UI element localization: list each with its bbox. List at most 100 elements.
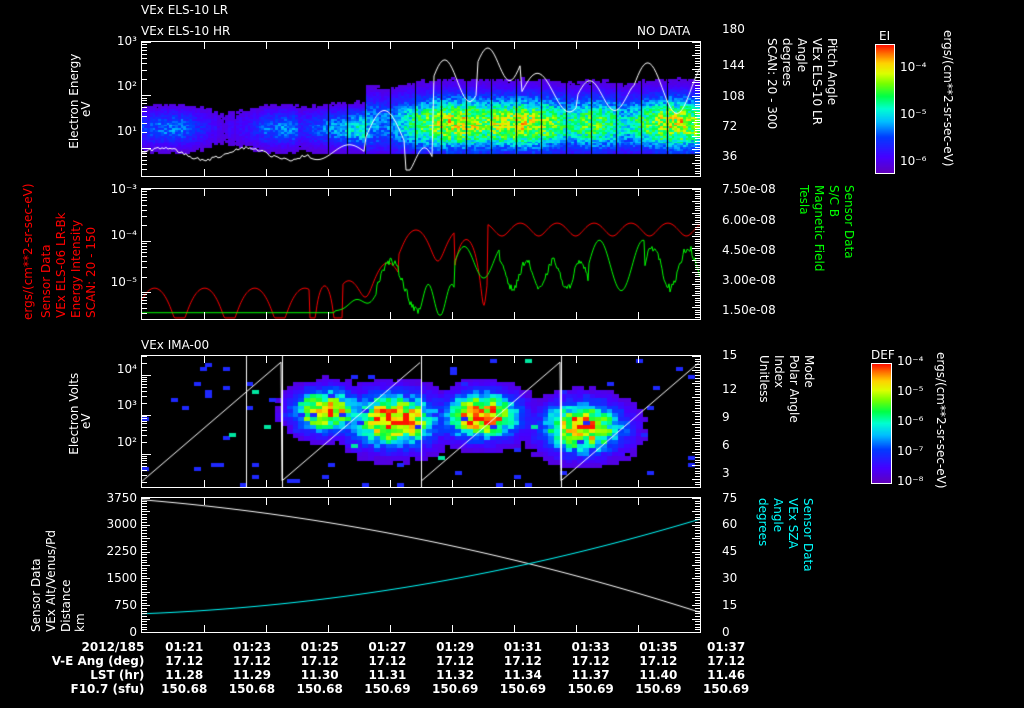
- y-tick: [695, 536, 700, 537]
- y-tick: [142, 621, 147, 622]
- panel3-colorbar: [871, 363, 892, 484]
- table-cell: 11.31: [368, 668, 407, 682]
- y-tick: [695, 432, 700, 433]
- y-tick: [695, 391, 700, 392]
- y-tick: [695, 446, 700, 447]
- x-tick: [266, 312, 267, 319]
- y-tick: [142, 573, 147, 574]
- y-tick: [692, 201, 700, 202]
- y-tick: [695, 375, 700, 376]
- y-tick: [692, 189, 700, 190]
- y-tick: [695, 597, 700, 598]
- y-tick: [695, 506, 700, 507]
- y-tick: [695, 584, 700, 585]
- panel1-title-hr: VEx ELS-10 HR: [141, 24, 231, 38]
- panel4-right-label-sensor: Sensor Data: [801, 498, 815, 572]
- y-tick: [692, 356, 700, 357]
- y-tick: [695, 210, 700, 211]
- y-tick: [695, 171, 700, 172]
- y-tick: [142, 627, 147, 628]
- y-tick: [695, 361, 700, 362]
- y-tick: [692, 69, 700, 70]
- panel3-rtick-4: 3: [722, 466, 730, 480]
- y-tick: [695, 430, 700, 431]
- x-tick: [390, 625, 391, 632]
- y-tick: [142, 603, 147, 604]
- x-tick: [204, 356, 205, 363]
- y-tick: [692, 411, 700, 412]
- panel2-right-label-quantity: Magnetic Field: [812, 185, 826, 272]
- y-tick: [142, 560, 147, 561]
- y-tick: [692, 319, 700, 320]
- y-tick: [695, 503, 700, 504]
- panel1-colorbar-unit: ergs/(cm**2-sr-sec-eV): [941, 30, 955, 167]
- y-tick: [142, 297, 147, 298]
- y-tick: [695, 130, 700, 131]
- y-tick: [142, 503, 147, 504]
- panel4-ytick-3: 1500: [106, 571, 137, 585]
- table-cell: 150.68: [296, 682, 343, 696]
- panel1-rtick-4: 36: [722, 149, 738, 163]
- y-tick: [695, 58, 700, 59]
- y-tick: [695, 47, 700, 48]
- table-row: 2012/185 01:21 01:23 01:25 01:27 01:29 01:31 01…: [0, 640, 760, 654]
- panel3-right-label-polar: Polar Angle: [787, 355, 801, 423]
- panel4-ytick-1: 3000: [106, 517, 137, 531]
- panel3-colorbar-title: DEF: [871, 348, 895, 362]
- x-tick: [390, 169, 391, 176]
- y-tick: [142, 391, 147, 392]
- x-tick: [204, 498, 205, 505]
- y-tick: [695, 255, 700, 256]
- y-tick: [692, 307, 700, 308]
- y-tick: [142, 509, 147, 510]
- y-tick: [695, 227, 700, 228]
- y-tick: [695, 258, 700, 259]
- y-tick: [695, 104, 700, 105]
- x-tick: [328, 498, 329, 505]
- y-tick: [142, 616, 147, 617]
- table-cell: 150.69: [567, 682, 614, 696]
- x-tick: [576, 169, 577, 176]
- y-tick: [142, 303, 147, 304]
- panel4-right-label-sza: VEx SZA: [786, 498, 800, 549]
- x-tick: [576, 312, 577, 319]
- y-tick: [695, 120, 700, 121]
- x-tick: [514, 625, 515, 632]
- y-tick: [142, 427, 147, 428]
- panel3-right-label-index: Index: [772, 355, 786, 389]
- y-tick: [695, 462, 700, 463]
- y-tick: [695, 300, 700, 301]
- y-tick: [695, 616, 700, 617]
- y-tick: [142, 460, 147, 461]
- y-tick: [142, 570, 147, 571]
- y-tick: [695, 152, 700, 153]
- y-tick: [142, 116, 147, 117]
- x-tick: [576, 42, 577, 49]
- y-tick: [695, 85, 700, 86]
- x-tick: [266, 42, 267, 49]
- y-tick: [142, 148, 151, 149]
- y-tick: [695, 476, 700, 477]
- y-tick: [142, 164, 147, 165]
- y-tick: [142, 522, 147, 523]
- y-tick: [692, 224, 700, 225]
- y-tick: [695, 50, 700, 51]
- y-tick: [695, 581, 700, 582]
- x-tick: [452, 356, 453, 363]
- y-tick: [142, 107, 147, 108]
- x-tick: [514, 356, 515, 363]
- y-tick: [142, 243, 147, 244]
- table-row-label: 2012/185: [81, 640, 145, 654]
- table-cell: 11.29: [232, 668, 271, 682]
- panel4-left-label-quantity: VEx Alt/Venus/Pd: [44, 529, 58, 632]
- y-tick: [695, 317, 700, 318]
- y-tick: [695, 229, 700, 230]
- y-tick: [695, 141, 700, 142]
- panel3-right-label-mode: Mode: [802, 355, 816, 388]
- x-tick: [204, 480, 205, 487]
- y-tick: [142, 241, 151, 242]
- panel4-traces-canvas: [142, 498, 700, 632]
- table-cell: 11.28: [165, 668, 204, 682]
- y-tick: [142, 435, 147, 436]
